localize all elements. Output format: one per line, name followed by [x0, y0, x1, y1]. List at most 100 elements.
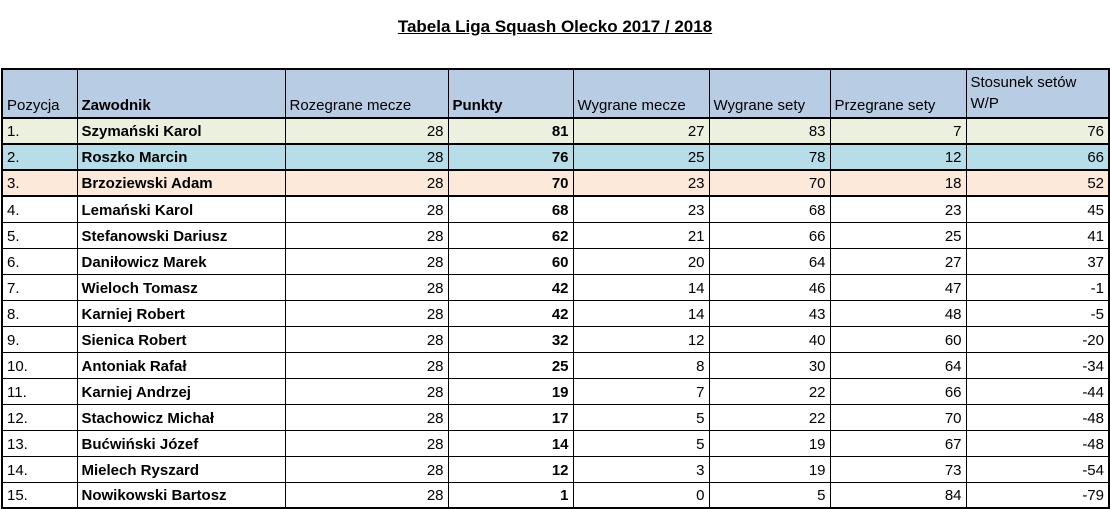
cell-wygrane-mecze[interactable]: 8: [572, 351, 710, 379]
col-header-wygrane-sety[interactable]: Wygrane sety: [708, 68, 831, 119]
cell-zawodnik[interactable]: Lemański Karol: [76, 195, 286, 223]
cell-wygrane-mecze[interactable]: 23: [572, 169, 710, 197]
cell-pozycja[interactable]: 8.: [1, 299, 78, 327]
cell-wygrane-mecze[interactable]: 14: [572, 273, 710, 301]
cell-rozegrane-mecze[interactable]: 28: [284, 169, 449, 197]
cell-rozegrane-mecze[interactable]: 28: [284, 429, 449, 457]
cell-punkty[interactable]: 70: [447, 169, 574, 197]
cell-zawodnik[interactable]: Sienica Robert: [76, 325, 286, 353]
cell-punkty[interactable]: 12: [447, 455, 574, 483]
cell-stosunek-setow[interactable]: 45: [965, 195, 1110, 223]
cell-przegrane-sety[interactable]: 18: [829, 169, 967, 197]
cell-stosunek-setow[interactable]: -44: [965, 377, 1110, 405]
cell-rozegrane-mecze[interactable]: 28: [284, 299, 449, 327]
cell-zawodnik[interactable]: Bućwiński Józef: [76, 429, 286, 457]
cell-stosunek-setow[interactable]: -48: [965, 403, 1110, 431]
cell-stosunek-setow[interactable]: -48: [965, 429, 1110, 457]
col-header-zawodnik[interactable]: Zawodnik: [76, 68, 286, 119]
cell-pozycja[interactable]: 6.: [1, 247, 78, 275]
cell-pozycja[interactable]: 14.: [1, 455, 78, 483]
cell-punkty[interactable]: 60: [447, 247, 574, 275]
cell-rozegrane-mecze[interactable]: 28: [284, 481, 449, 509]
cell-przegrane-sety[interactable]: 67: [829, 429, 967, 457]
cell-wygrane-sety[interactable]: 22: [708, 377, 831, 405]
cell-wygrane-mecze[interactable]: 20: [572, 247, 710, 275]
col-header-przegrane-sety[interactable]: Przegrane sety: [829, 68, 967, 119]
col-header-punkty[interactable]: Punkty: [447, 68, 574, 119]
cell-wygrane-sety[interactable]: 46: [708, 273, 831, 301]
cell-pozycja[interactable]: 13.: [1, 429, 78, 457]
cell-punkty[interactable]: 76: [447, 143, 574, 171]
cell-wygrane-mecze[interactable]: 0: [572, 481, 710, 509]
cell-przegrane-sety[interactable]: 70: [829, 403, 967, 431]
cell-zawodnik[interactable]: Antoniak Rafał: [76, 351, 286, 379]
cell-przegrane-sety[interactable]: 47: [829, 273, 967, 301]
cell-wygrane-sety[interactable]: 66: [708, 221, 831, 249]
cell-punkty[interactable]: 42: [447, 273, 574, 301]
cell-rozegrane-mecze[interactable]: 28: [284, 377, 449, 405]
cell-pozycja[interactable]: 11.: [1, 377, 78, 405]
cell-pozycja[interactable]: 10.: [1, 351, 78, 379]
cell-zawodnik[interactable]: Nowikowski Bartosz: [76, 481, 286, 509]
cell-wygrane-sety[interactable]: 43: [708, 299, 831, 327]
cell-stosunek-setow[interactable]: -54: [965, 455, 1110, 483]
cell-rozegrane-mecze[interactable]: 28: [284, 273, 449, 301]
cell-wygrane-mecze[interactable]: 14: [572, 299, 710, 327]
cell-wygrane-sety[interactable]: 19: [708, 455, 831, 483]
col-header-stosunek-setow[interactable]: Stosunek setów W/P: [965, 68, 1110, 119]
cell-rozegrane-mecze[interactable]: 28: [284, 325, 449, 353]
cell-wygrane-mecze[interactable]: 25: [572, 143, 710, 171]
cell-wygrane-mecze[interactable]: 27: [572, 117, 710, 145]
cell-rozegrane-mecze[interactable]: 28: [284, 117, 449, 145]
cell-stosunek-setow[interactable]: 66: [965, 143, 1110, 171]
col-header-rozegrane-mecze[interactable]: Rozegrane mecze: [284, 68, 449, 119]
cell-zawodnik[interactable]: Karniej Robert: [76, 299, 286, 327]
cell-przegrane-sety[interactable]: 64: [829, 351, 967, 379]
cell-stosunek-setow[interactable]: -5: [965, 299, 1110, 327]
cell-zawodnik[interactable]: Wieloch Tomasz: [76, 273, 286, 301]
cell-rozegrane-mecze[interactable]: 28: [284, 195, 449, 223]
col-header-pozycja[interactable]: Pozycja: [1, 68, 78, 119]
cell-punkty[interactable]: 62: [447, 221, 574, 249]
cell-przegrane-sety[interactable]: 23: [829, 195, 967, 223]
cell-wygrane-sety[interactable]: 40: [708, 325, 831, 353]
cell-stosunek-setow[interactable]: -1: [965, 273, 1110, 301]
cell-zawodnik[interactable]: Roszko Marcin: [76, 143, 286, 171]
cell-punkty[interactable]: 32: [447, 325, 574, 353]
cell-zawodnik[interactable]: Brzoziewski Adam: [76, 169, 286, 197]
cell-punkty[interactable]: 42: [447, 299, 574, 327]
cell-stosunek-setow[interactable]: -20: [965, 325, 1110, 353]
cell-pozycja[interactable]: 12.: [1, 403, 78, 431]
cell-wygrane-sety[interactable]: 78: [708, 143, 831, 171]
cell-wygrane-mecze[interactable]: 7: [572, 377, 710, 405]
cell-zawodnik[interactable]: Stachowicz Michał: [76, 403, 286, 431]
cell-przegrane-sety[interactable]: 73: [829, 455, 967, 483]
cell-przegrane-sety[interactable]: 66: [829, 377, 967, 405]
cell-rozegrane-mecze[interactable]: 28: [284, 403, 449, 431]
cell-wygrane-sety[interactable]: 68: [708, 195, 831, 223]
cell-zawodnik[interactable]: Stefanowski Dariusz: [76, 221, 286, 249]
cell-wygrane-sety[interactable]: 83: [708, 117, 831, 145]
cell-wygrane-sety[interactable]: 64: [708, 247, 831, 275]
cell-stosunek-setow[interactable]: -34: [965, 351, 1110, 379]
cell-wygrane-sety[interactable]: 30: [708, 351, 831, 379]
cell-punkty[interactable]: 17: [447, 403, 574, 431]
cell-wygrane-mecze[interactable]: 5: [572, 429, 710, 457]
cell-rozegrane-mecze[interactable]: 28: [284, 143, 449, 171]
cell-przegrane-sety[interactable]: 60: [829, 325, 967, 353]
cell-wygrane-mecze[interactable]: 23: [572, 195, 710, 223]
cell-punkty[interactable]: 14: [447, 429, 574, 457]
cell-pozycja[interactable]: 7.: [1, 273, 78, 301]
cell-punkty[interactable]: 19: [447, 377, 574, 405]
cell-przegrane-sety[interactable]: 27: [829, 247, 967, 275]
cell-stosunek-setow[interactable]: 37: [965, 247, 1110, 275]
cell-punkty[interactable]: 1: [447, 481, 574, 509]
cell-stosunek-setow[interactable]: -79: [965, 481, 1110, 509]
cell-zawodnik[interactable]: Daniłowicz Marek: [76, 247, 286, 275]
cell-wygrane-sety[interactable]: 5: [708, 481, 831, 509]
cell-stosunek-setow[interactable]: 41: [965, 221, 1110, 249]
cell-zawodnik[interactable]: Karniej Andrzej: [76, 377, 286, 405]
cell-przegrane-sety[interactable]: 25: [829, 221, 967, 249]
cell-pozycja[interactable]: 3.: [1, 169, 78, 197]
cell-wygrane-mecze[interactable]: 5: [572, 403, 710, 431]
